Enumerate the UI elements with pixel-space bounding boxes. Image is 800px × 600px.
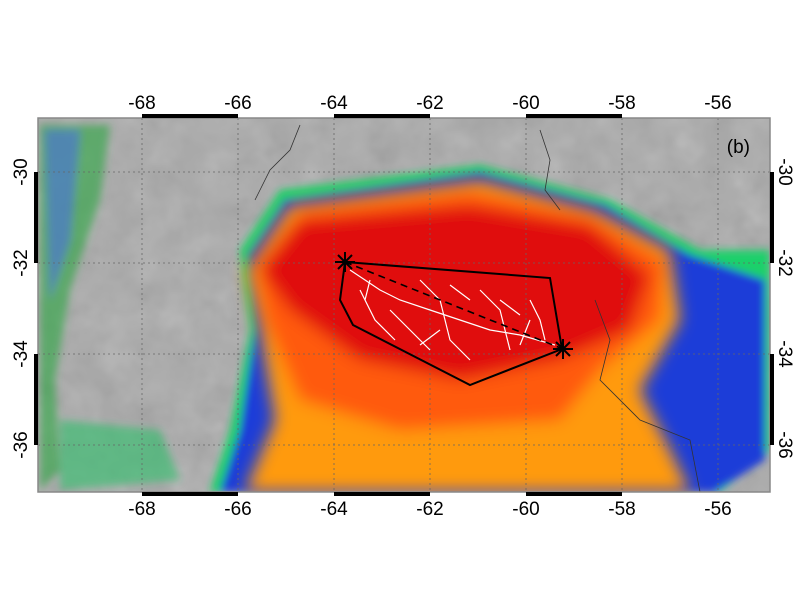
right-tick-label: -30 <box>774 158 795 185</box>
panel-label: (b) <box>727 137 750 158</box>
bottom-tick-label: -68 <box>128 499 155 520</box>
top-tick-label: -68 <box>128 93 155 114</box>
right-tick-label: -32 <box>774 249 795 276</box>
flash-axis <box>344 261 564 350</box>
left-tick-label: -36 <box>11 431 32 458</box>
top-tick-label: -64 <box>320 93 348 114</box>
top-tick-label: -56 <box>704 93 731 114</box>
bottom-tick-label: -62 <box>416 499 443 520</box>
top-tick-label: -66 <box>224 93 251 114</box>
bottom-tick-label: -58 <box>608 499 635 520</box>
right-tick-label: -34 <box>774 340 795 368</box>
bottom-tick-label: -66 <box>224 499 251 520</box>
top-tick-label: -58 <box>608 93 635 114</box>
left-tick-label: -32 <box>11 249 32 276</box>
bottom-tick-label: -64 <box>320 499 348 520</box>
lightning-channels <box>349 269 556 361</box>
left-tick-label: -34 <box>11 340 32 368</box>
top-tick-label: -62 <box>416 93 443 114</box>
coastlines <box>254 124 701 492</box>
bottom-tick-label: -60 <box>512 499 539 520</box>
grid <box>38 118 770 492</box>
satellite-image <box>38 118 770 492</box>
right-tick-label: -36 <box>774 431 795 458</box>
flash-endpoint <box>335 252 573 359</box>
bottom-tick-label: -56 <box>704 499 731 520</box>
axes: -68 -68 -66 -66 -64 -64 -62 -62 -60 -60 -58 -58 -56 -… <box>11 93 795 520</box>
top-tick-label: -60 <box>512 93 539 114</box>
flash-polygon <box>338 260 564 387</box>
left-tick-label: -30 <box>11 158 32 185</box>
